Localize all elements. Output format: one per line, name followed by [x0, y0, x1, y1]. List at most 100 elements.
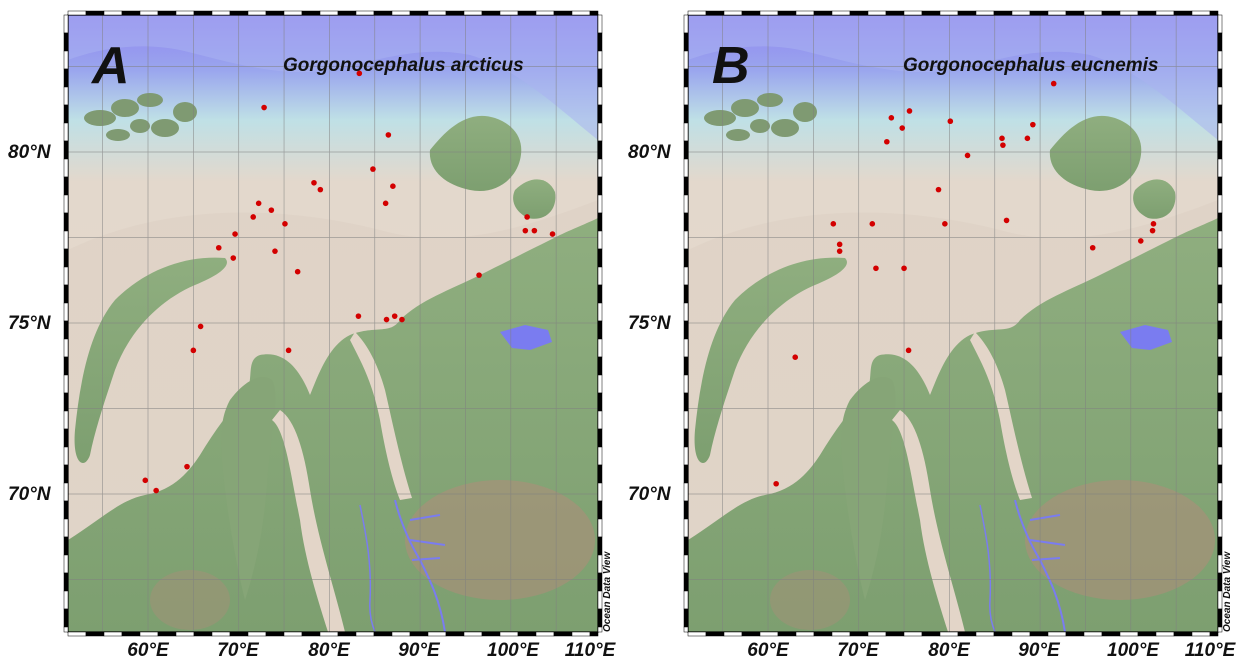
species-title: Gorgonocephalus arcticus — [283, 55, 524, 76]
frame-tick — [597, 86, 603, 106]
lat-label-80: 80°N — [8, 142, 51, 163]
station-layer — [773, 80, 1157, 487]
frame-tick — [589, 631, 599, 637]
frame-tick — [683, 320, 689, 340]
frame-tick — [705, 10, 725, 16]
frame-tick — [939, 10, 959, 16]
frame-tick — [921, 10, 941, 16]
frame-tick — [1119, 10, 1139, 16]
frame-tick — [1065, 631, 1085, 637]
station-point — [1024, 135, 1031, 142]
frame-tick — [1191, 631, 1211, 637]
frame-tick — [121, 631, 141, 637]
station-point — [901, 265, 907, 272]
frame-tick — [683, 356, 689, 376]
frame-tick — [319, 10, 339, 16]
station-point — [294, 268, 301, 275]
frame-tick — [63, 230, 69, 250]
frame-tick — [683, 230, 689, 250]
frame-tick — [499, 631, 519, 637]
station-point — [836, 241, 843, 248]
frame-tick — [63, 176, 69, 196]
map-canvas — [63, 10, 603, 637]
station-point — [524, 214, 530, 220]
station-point — [1030, 121, 1036, 128]
ocean-data-view-credit: Ocean Data View — [602, 551, 613, 632]
frame-tick — [1217, 626, 1223, 633]
frame-tick — [849, 10, 869, 16]
frame-tick — [705, 631, 725, 637]
frame-tick — [1217, 410, 1223, 430]
frame-tick — [481, 10, 501, 16]
lat-label-75: 75°N — [628, 313, 671, 334]
frame-tick — [1217, 230, 1223, 250]
frame-tick — [723, 10, 743, 16]
frame-tick — [535, 10, 555, 16]
station-point — [250, 214, 257, 220]
station-point — [261, 104, 267, 111]
frame-tick — [683, 590, 689, 610]
frame-tick — [687, 631, 707, 637]
frame-tick — [683, 248, 689, 268]
frame-tick — [957, 10, 977, 16]
severnaya-zemlya — [429, 115, 522, 191]
frame-tick — [1083, 631, 1103, 637]
station-point — [792, 354, 799, 361]
frame-tick — [683, 140, 689, 160]
frame-tick — [1047, 631, 1067, 637]
frame-tick — [63, 482, 69, 502]
river — [979, 504, 996, 633]
station-point — [272, 248, 278, 254]
lon-label-100: 100°E — [1107, 640, 1159, 661]
frame-tick — [1217, 338, 1223, 358]
frame-tick — [63, 626, 69, 633]
frame-tick — [63, 518, 69, 538]
lat-label-70: 70°N — [8, 484, 51, 505]
frame-tick — [589, 10, 599, 16]
station-point — [830, 221, 837, 227]
putorana-plateau — [405, 480, 595, 600]
frame-tick — [939, 631, 959, 637]
island — [173, 102, 197, 122]
frame-tick — [597, 518, 603, 538]
frame-tick — [337, 631, 357, 637]
frame-tick — [1209, 10, 1219, 16]
island — [1133, 179, 1176, 219]
frame-tick — [1217, 140, 1223, 160]
frame-tick — [1083, 10, 1103, 16]
frame-tick — [683, 554, 689, 574]
yenisei-gulf — [970, 332, 1032, 500]
novaya-zemlya — [694, 257, 847, 463]
frame-tick — [597, 194, 603, 214]
frame-tick — [1217, 32, 1223, 52]
lon-label-80: 80°E — [928, 640, 970, 661]
frame-tick — [1029, 10, 1049, 16]
frame-tick — [481, 631, 501, 637]
map-layers — [68, 15, 598, 633]
station-point — [390, 183, 396, 189]
station-point — [153, 487, 159, 494]
station-point — [142, 477, 149, 484]
frame-tick — [283, 10, 303, 16]
frame-tick — [683, 68, 689, 88]
frame-tick — [597, 248, 603, 268]
station-point — [370, 166, 376, 172]
frame-tick — [683, 518, 689, 538]
frame-tick — [85, 10, 105, 16]
island — [757, 93, 783, 107]
frame-tick — [1011, 10, 1031, 16]
frame-tick — [993, 631, 1013, 637]
station-point — [230, 255, 237, 261]
frame-tick — [1217, 392, 1223, 412]
frame-tick — [1217, 284, 1223, 304]
frame-tick — [63, 284, 69, 304]
frame-tick — [597, 266, 603, 286]
frame-ticks — [683, 10, 1223, 637]
station-point — [268, 207, 275, 213]
island — [151, 119, 179, 137]
frame-tick — [1217, 518, 1223, 538]
station-point — [383, 316, 390, 323]
frame-tick — [795, 10, 815, 16]
frame-tick — [1217, 104, 1223, 124]
frame-tick — [1155, 10, 1175, 16]
